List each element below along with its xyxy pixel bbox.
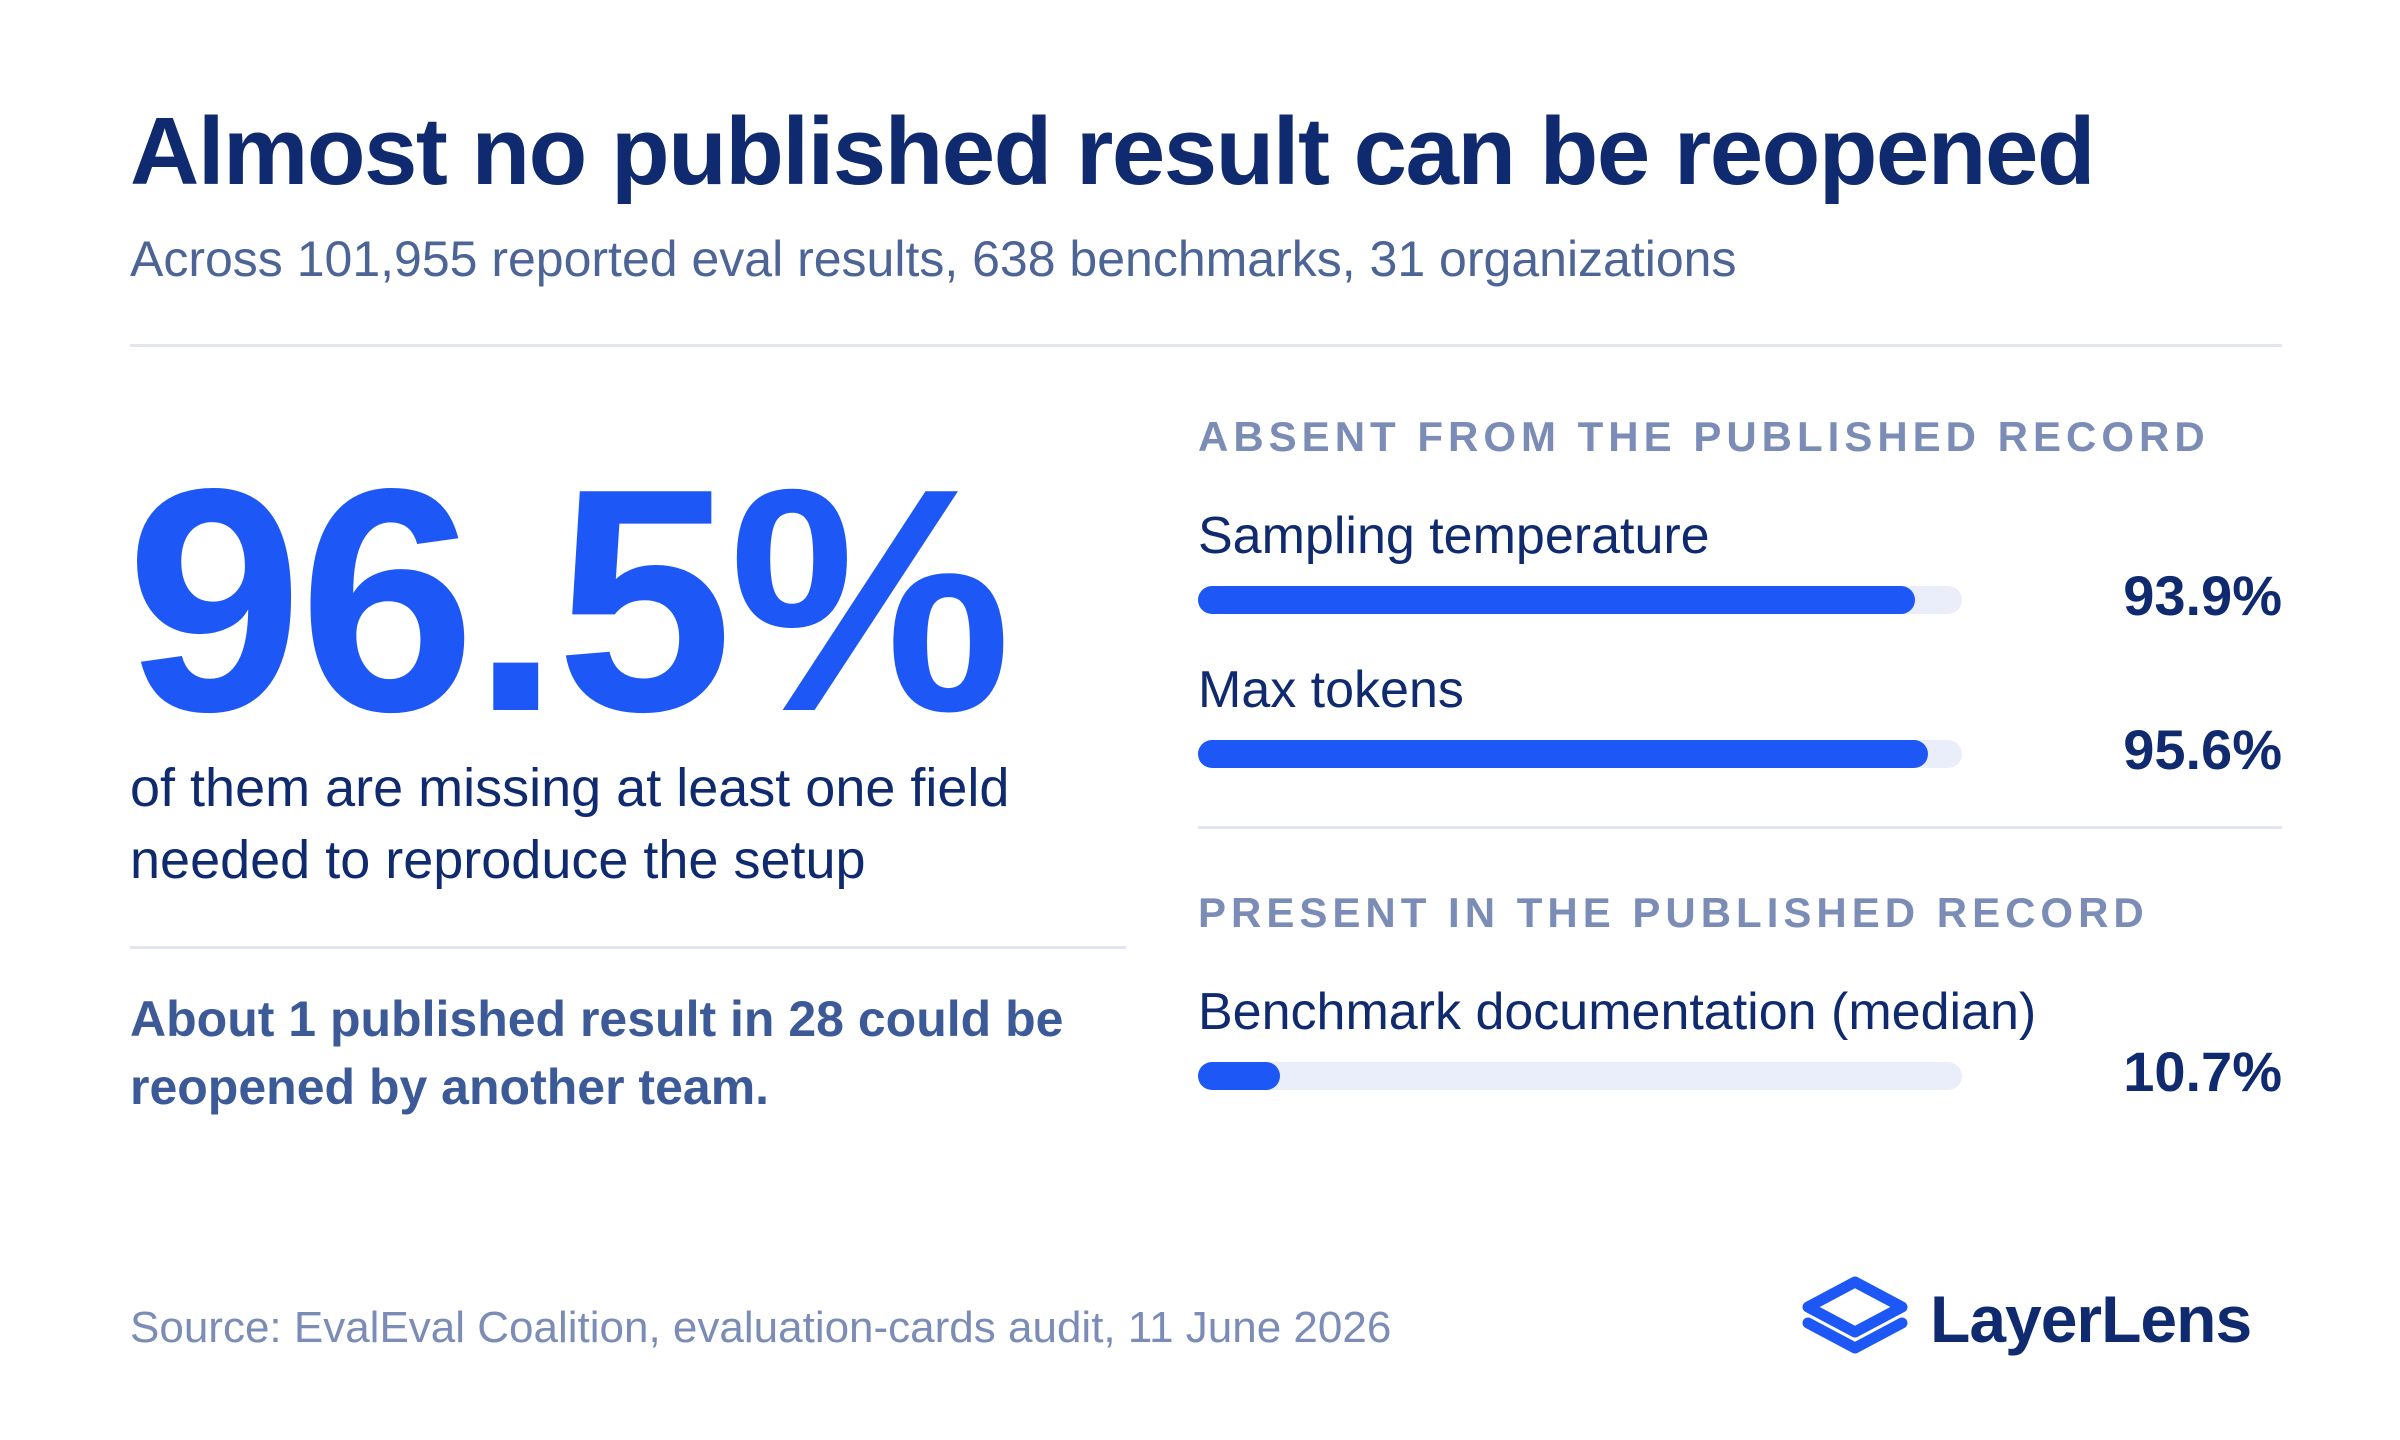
layers-icon [1802,1276,1908,1354]
headline-description: of them are missing at least one field n… [130,758,1010,890]
bar-value-label: 10.7% [2123,1040,2282,1103]
right-divider [1198,826,2282,829]
bar-value-label: 95.6% [2123,718,2282,781]
headline-percentage: 96.5% [126,423,1012,778]
source-note: Source: EvalEval Coalition, evaluation-c… [130,1303,1392,1352]
bar-label: Benchmark documentation (median) [1198,983,2037,1041]
absent-section-heading: ABSENT FROM THE PUBLISHED RECORD [1198,413,2210,460]
present-section-heading: PRESENT IN THE PUBLISHED RECORD [1198,889,2149,936]
bar-value-label: 93.9% [2123,564,2282,627]
bar-fill [1198,586,1916,614]
top-divider [130,344,2282,347]
bar-row-max-tokens: Max tokens 95.6% [1198,664,2282,804]
left-divider [130,946,1126,949]
headline-note: About 1 published result in 28 could be … [130,991,1064,1115]
bar-fill [1198,1062,1280,1090]
bar-fill [1198,740,1929,768]
bar-track [1198,586,1962,614]
bar-label: Max tokens [1198,661,1464,719]
bar-row-sampling-temperature: Sampling temperature 93.9% [1198,510,2282,650]
chart-title: Almost no published result can be reopen… [130,98,2095,205]
brand-name: LayerLens [1930,1282,2252,1356]
bar-track [1198,1062,1962,1090]
bar-label: Sampling temperature [1198,507,1710,565]
bar-track [1198,740,1962,768]
bar-row-benchmark-documentation: Benchmark documentation (median) 10.7% [1198,986,2282,1126]
chart-subtitle: Across 101,955 reported eval results, 63… [130,231,1737,287]
